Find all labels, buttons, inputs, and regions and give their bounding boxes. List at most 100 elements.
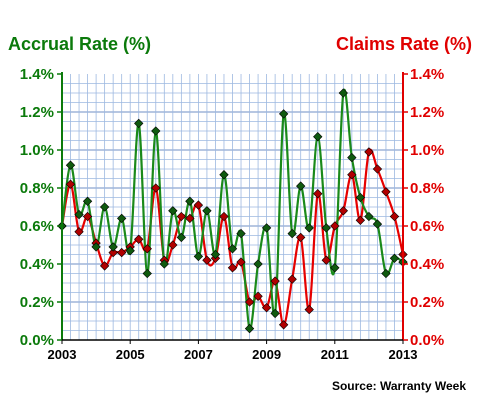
right-tick-label: 0.4% [410, 256, 444, 273]
accrual-rate-point [296, 181, 306, 191]
claims-rate-point [227, 263, 238, 273]
accrual-rate-point [210, 249, 221, 260]
accrual-rate-point [82, 196, 93, 206]
right-tick-label: 1.0% [410, 142, 444, 159]
claims-rate-point [202, 255, 212, 265]
x-tick-label: 2005 [116, 347, 145, 362]
claims-rate-point [244, 297, 255, 307]
accrual-rate-point [338, 88, 348, 98]
data-markers [57, 88, 408, 334]
accrual-rate-point [74, 209, 84, 220]
accrual-rate-point [202, 206, 212, 216]
accrual-rate-point [270, 308, 280, 319]
left-tick-label: 0.2% [20, 294, 54, 311]
accrual-rate-point [151, 126, 161, 136]
accrual-rate-point [347, 152, 357, 163]
x-tick-label: 2009 [252, 347, 281, 362]
claims-rate-point [355, 215, 366, 225]
claims-rate-point [296, 232, 306, 243]
accrual-rate-point [159, 259, 169, 269]
accrual-rate-point [313, 132, 323, 142]
accrual-rate-point [321, 223, 331, 233]
accrual-rate-point [278, 109, 289, 119]
claims-rate-point [330, 221, 340, 231]
claims-rate-point [168, 240, 178, 250]
accrual-rate-point [261, 223, 272, 233]
accrual-rate-point [91, 242, 101, 252]
axes [57, 72, 408, 344]
accrual-rate-point [330, 263, 340, 273]
claims-rate-point [270, 276, 280, 286]
left-tick-label: 1.4% [20, 66, 54, 83]
accrual-rate-point [99, 202, 110, 212]
accrual-rate-point [125, 246, 135, 256]
claims-rate-point [321, 255, 331, 265]
right-tick-label: 0.2% [410, 294, 444, 311]
claims-rate-point [381, 187, 391, 197]
x-tick-label: 2003 [48, 347, 77, 362]
right-tick-label: 0.0% [410, 332, 444, 349]
accrual-rate-point [236, 228, 246, 239]
x-tick-label: 2007 [184, 347, 213, 362]
claims-rate-point [347, 170, 357, 180]
x-tick-label: 2011 [321, 347, 349, 362]
accrual-rate-point [134, 118, 144, 129]
claims-rate-point [74, 227, 84, 237]
accrual-rate-point [389, 253, 400, 263]
claims-rate-point [338, 206, 348, 216]
claims-rate-point [253, 291, 263, 301]
left-tick-label: 0.4% [20, 256, 54, 273]
left-axis-title: Accrual Rate (%) [8, 34, 151, 54]
accrual-rate-point [287, 228, 297, 239]
claims-rate-point [193, 200, 204, 210]
left-tick-label: 0.6% [20, 218, 54, 235]
accrual-rate-point [219, 170, 229, 180]
accrual-rate-point [355, 192, 366, 203]
accrual-rate-point [108, 242, 118, 252]
claims-rate-point [372, 164, 383, 174]
claims-rate-point [278, 320, 289, 330]
tick-labels: 0.0% 0.0% 0.2% 0.2% 0.4% 0.4% 0.6% 0.6% 0.8% 0.8%… [20, 66, 444, 362]
accrual-rate-point [381, 268, 391, 279]
accrual-rate-point [304, 223, 314, 233]
claims-rate-point [82, 211, 93, 222]
left-tick-label: 0.0% [20, 332, 54, 349]
accrual-rate-point [176, 232, 187, 243]
claims-rate-point [313, 189, 323, 199]
claims-rate-point [117, 247, 127, 258]
accrual-rate-point [168, 206, 178, 216]
claims-rate-point [65, 179, 76, 189]
accrual-rate-point [142, 268, 152, 279]
claims-rate-point [185, 213, 195, 224]
right-tick-label: 0.8% [410, 180, 444, 197]
accrual-rate-point [244, 323, 255, 334]
claims-rate-point [134, 234, 144, 244]
claims-rate-point [364, 147, 374, 157]
right-tick-label: 1.4% [410, 66, 444, 83]
accrual-rate-point [65, 160, 76, 170]
accrual-rate-point [193, 251, 204, 262]
accrual-rate-point [253, 259, 263, 269]
claims-rate-point [108, 247, 118, 258]
claims-rate-point [176, 211, 187, 222]
right-tick-label: 0.6% [410, 218, 444, 235]
accrual-rate-point [185, 196, 195, 206]
source-note: Source: Warranty Week [332, 379, 466, 393]
accrual-rate-point [117, 213, 127, 224]
left-tick-label: 0.8% [20, 180, 54, 197]
left-tick-label: 1.0% [20, 142, 54, 159]
right-tick-label: 1.2% [410, 104, 444, 121]
claims-rate-point [304, 304, 314, 315]
claims-rate-point [219, 211, 229, 222]
gridlines [62, 74, 403, 340]
x-tick-label: 2013 [389, 347, 418, 362]
claims-rate-point [151, 183, 161, 193]
claims-rate-point [287, 274, 297, 284]
claims-rate-point [389, 211, 400, 222]
claims-rate-point [261, 303, 272, 313]
claims-rate-point [99, 261, 110, 271]
claims-rate-point [236, 257, 246, 267]
accrual-rate-point [364, 211, 374, 222]
